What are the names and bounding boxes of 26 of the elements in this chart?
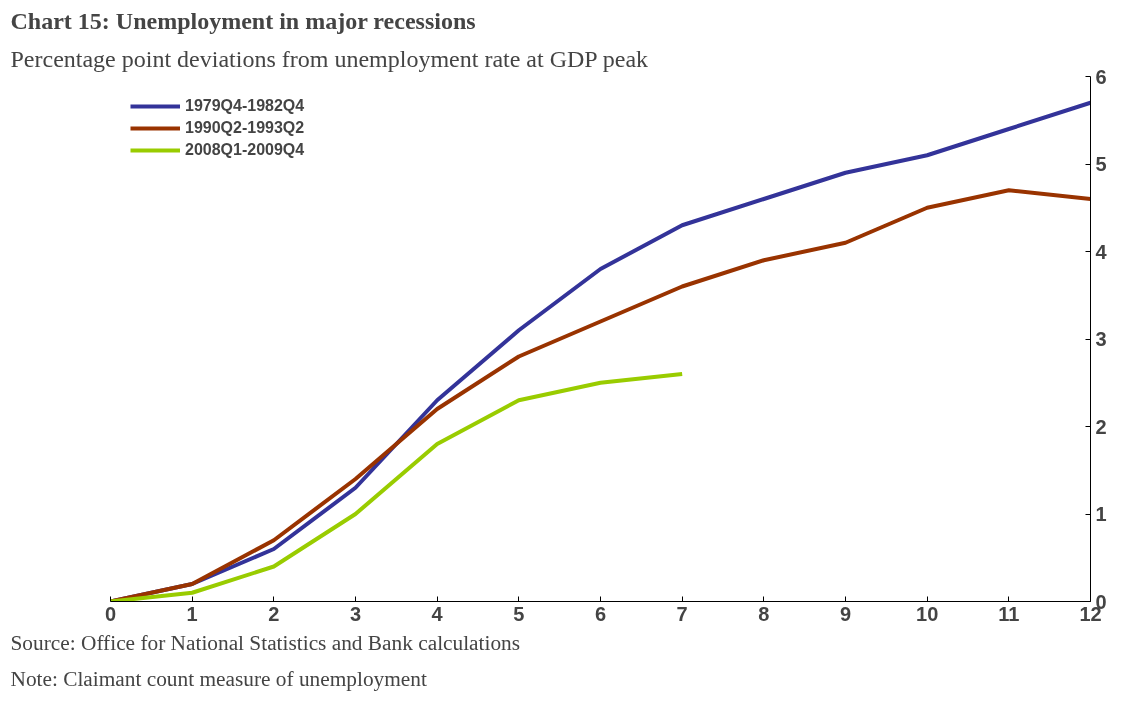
x-tick-label: 8 [758, 602, 770, 625]
legend-label: 2008Q1-2009Q4 [185, 141, 305, 159]
x-tick-label: 7 [676, 602, 688, 625]
line-series [110, 372, 685, 602]
x-tick-label: 2 [268, 602, 280, 625]
legend-label: 1990Q2-1993Q2 [185, 119, 305, 137]
text: Note: Claimant count measure of unemployment [10, 666, 427, 691]
chart-subtitle: Percentage point deviations from unemployment rate at GDP peak [10, 45, 649, 72]
y-tick-label: 6 [1095, 65, 1107, 88]
x-tick-label: 3 [349, 602, 362, 625]
x-tick-label: 0 [104, 602, 117, 625]
legend-label: 1979Q4-1982Q4 [185, 97, 305, 115]
y-tick-label: 1 [1095, 503, 1107, 525]
x-tick-label: 5 [513, 602, 525, 625]
chart-title: Chart 15: Unemployment in major recessions [10, 7, 476, 34]
x-tick-label: 9 [839, 602, 852, 625]
y-tick-label: 5 [1095, 153, 1107, 175]
x-tick-label: 10 [916, 602, 939, 625]
y-tick-label: 4 [1095, 240, 1108, 263]
x-tick-label: 4 [431, 602, 444, 625]
source-note: Source: Office for National Statistics and Bank calculations [10, 630, 521, 655]
y-tick-label: 2 [1095, 415, 1107, 438]
x-tick-label: 11 [998, 602, 1020, 625]
x-tick-label: 1 [186, 602, 198, 625]
x-tick-label: 6 [594, 602, 607, 625]
y-tick-label: 3 [1095, 328, 1107, 350]
